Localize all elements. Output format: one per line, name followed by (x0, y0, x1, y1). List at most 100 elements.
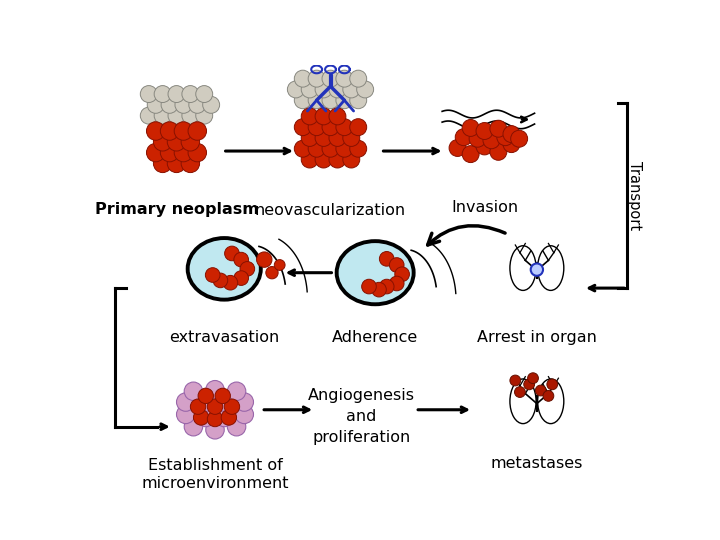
Ellipse shape (510, 379, 536, 423)
Circle shape (531, 264, 543, 276)
Circle shape (213, 273, 228, 288)
Circle shape (329, 130, 346, 146)
Circle shape (207, 411, 222, 427)
Circle shape (329, 81, 346, 98)
Circle shape (294, 70, 311, 87)
Circle shape (308, 119, 325, 136)
Circle shape (322, 119, 339, 136)
Circle shape (390, 276, 404, 291)
Circle shape (198, 388, 213, 403)
Circle shape (205, 268, 220, 282)
Circle shape (176, 393, 195, 411)
Circle shape (497, 129, 514, 146)
Circle shape (240, 261, 255, 276)
Circle shape (228, 417, 246, 436)
Circle shape (350, 92, 366, 109)
Circle shape (207, 399, 222, 414)
Circle shape (301, 130, 318, 146)
Circle shape (329, 108, 346, 125)
Circle shape (510, 375, 521, 386)
Circle shape (167, 132, 186, 151)
Circle shape (146, 143, 165, 162)
Circle shape (215, 393, 233, 411)
Circle shape (490, 143, 507, 160)
Circle shape (196, 85, 212, 103)
Circle shape (256, 252, 272, 267)
Circle shape (167, 154, 186, 173)
Circle shape (294, 140, 311, 157)
Circle shape (148, 96, 164, 113)
Circle shape (308, 92, 325, 109)
Circle shape (175, 96, 192, 113)
Circle shape (336, 92, 353, 109)
Text: extravasation: extravasation (169, 330, 279, 346)
Circle shape (469, 130, 486, 147)
Circle shape (223, 275, 238, 290)
Circle shape (197, 393, 215, 411)
Circle shape (140, 107, 157, 124)
Circle shape (181, 132, 199, 151)
Circle shape (174, 122, 193, 140)
Circle shape (174, 143, 193, 162)
Text: Angiogenesis
and
proliferation: Angiogenesis and proliferation (308, 388, 415, 445)
Circle shape (336, 119, 353, 136)
Circle shape (510, 130, 528, 147)
Circle shape (462, 146, 479, 163)
Circle shape (301, 81, 318, 98)
Circle shape (176, 405, 195, 423)
Circle shape (350, 70, 366, 87)
Circle shape (294, 92, 311, 109)
Circle shape (356, 81, 374, 98)
Circle shape (234, 271, 248, 286)
Text: neovascularization: neovascularization (255, 204, 406, 218)
Text: Establishment of
microenvironment: Establishment of microenvironment (141, 457, 289, 491)
Text: metastases: metastases (490, 456, 583, 471)
Circle shape (287, 81, 305, 98)
Circle shape (228, 382, 246, 401)
Circle shape (476, 138, 493, 155)
Circle shape (308, 140, 325, 157)
Circle shape (153, 132, 172, 151)
Circle shape (395, 267, 410, 281)
Circle shape (188, 143, 207, 162)
Ellipse shape (538, 246, 564, 291)
Text: Arrest in organ: Arrest in organ (477, 330, 597, 346)
Circle shape (266, 267, 278, 279)
Circle shape (181, 154, 199, 173)
Circle shape (301, 151, 318, 168)
Circle shape (523, 379, 534, 390)
Circle shape (343, 151, 360, 168)
Circle shape (322, 92, 339, 109)
Circle shape (350, 119, 366, 136)
Circle shape (197, 408, 215, 427)
Circle shape (315, 130, 332, 146)
Circle shape (462, 119, 479, 137)
Circle shape (225, 246, 239, 261)
Circle shape (235, 393, 253, 411)
Circle shape (154, 85, 171, 103)
Circle shape (329, 151, 346, 168)
Circle shape (503, 136, 520, 153)
Circle shape (343, 130, 360, 146)
Ellipse shape (337, 241, 414, 304)
Circle shape (361, 279, 377, 294)
Circle shape (336, 70, 353, 87)
Circle shape (168, 85, 185, 103)
Circle shape (308, 70, 325, 87)
Circle shape (235, 405, 253, 423)
Circle shape (161, 96, 178, 113)
Circle shape (536, 385, 546, 396)
Text: Invasion: Invasion (451, 200, 518, 214)
Ellipse shape (188, 238, 261, 300)
Circle shape (274, 260, 285, 271)
Circle shape (203, 96, 220, 113)
Text: Transport: Transport (627, 161, 642, 230)
Circle shape (490, 120, 507, 137)
Circle shape (196, 107, 212, 124)
Circle shape (294, 119, 311, 136)
Circle shape (215, 388, 230, 403)
Circle shape (455, 129, 472, 146)
Circle shape (189, 96, 206, 113)
Circle shape (194, 410, 209, 425)
Circle shape (190, 399, 206, 414)
